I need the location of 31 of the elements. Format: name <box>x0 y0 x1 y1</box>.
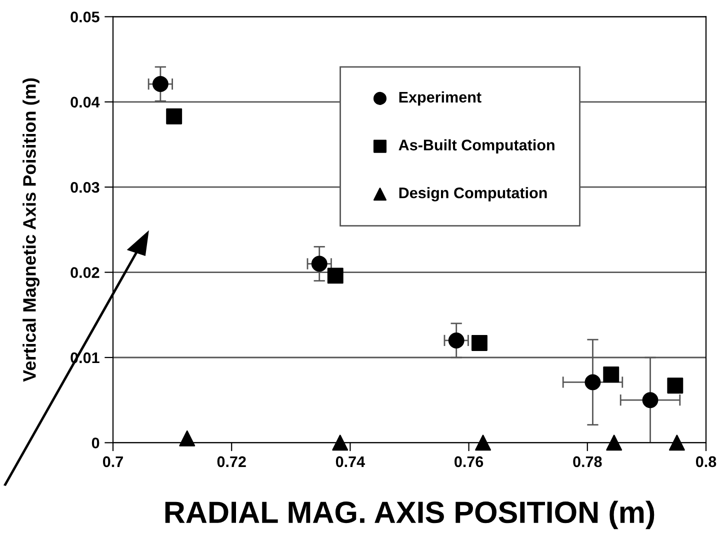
y-tick-label: 0.03 <box>70 182 100 193</box>
legend-label: Experiment <box>399 91 482 106</box>
point <box>475 434 492 451</box>
y-tick-label: 0.02 <box>70 267 100 278</box>
y-axis-title: Vertical Magnetic Axis Poisition (m) <box>22 78 40 382</box>
x-tick-label: 0.8 <box>696 456 716 468</box>
y-tick-label: 0.04 <box>70 96 100 108</box>
point <box>606 434 622 451</box>
point <box>471 335 488 351</box>
point <box>179 430 196 446</box>
point <box>448 332 464 348</box>
point <box>667 378 684 394</box>
x-tick-label: 0.74 <box>336 456 365 468</box>
point <box>642 392 658 408</box>
point <box>311 256 328 272</box>
legend-label: Design Computation <box>399 187 547 202</box>
x-tick-label: 0.7 <box>102 456 123 468</box>
point <box>152 76 168 92</box>
legend-label: As-Built Computation <box>398 139 554 154</box>
x-tick-label: 0.78 <box>573 456 602 468</box>
y-tick-label: 0 <box>92 438 100 448</box>
point <box>668 434 685 451</box>
point <box>584 374 601 390</box>
x-tick-label: 0.72 <box>217 456 246 468</box>
point <box>603 366 620 383</box>
point <box>327 268 344 284</box>
x-tick-label: 0.76 <box>454 456 484 468</box>
point <box>332 434 348 451</box>
y-tick-label: 0.05 <box>70 12 100 22</box>
x-axis-title: RADIAL MAG. AXIS POSITION (m) <box>165 500 654 530</box>
point <box>166 108 182 124</box>
